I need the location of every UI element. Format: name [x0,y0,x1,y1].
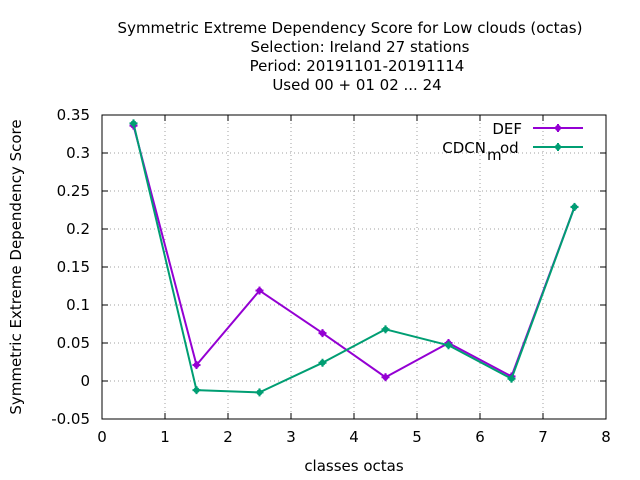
x-tick-label: 3 [286,428,296,446]
y-tick-label: -0.05 [51,410,90,428]
data-point-cdcn [192,386,201,395]
data-point-cdcn [381,325,390,334]
y-tick-label: 0.2 [66,220,90,238]
data-point-def [192,361,201,370]
data-point-def [255,286,264,295]
axis-ticks: 0 1 2 3 4 5 6 7 8 -0.05 0 0.05 0.1 0.15 0.2 0.25 0.3 0.35 [51,106,611,446]
grid [102,115,606,419]
data-point-cdcn [507,374,516,383]
plot-frame [101,114,607,420]
legend: DEF CDCN m od [442,120,583,164]
legend-marker-def [554,124,562,132]
x-tick-label: 7 [538,428,548,446]
chart-title: Symmetric Extreme Dependency Score for L… [118,19,583,94]
series-lines [129,119,579,397]
y-tick-label: 0.05 [57,334,90,352]
x-tick-label: 0 [97,428,107,446]
data-point-cdcn [255,388,264,397]
data-point-cdcn [570,202,579,211]
y-tick-label: 0 [80,372,90,390]
x-tick-label: 5 [412,428,422,446]
series-line-def [132,125,576,379]
y-tick-label: 0.1 [66,296,90,314]
y-tick-label: 0.25 [57,182,90,200]
legend-label-cdcn: CDCN [442,139,486,157]
x-tick-label: 6 [475,428,485,446]
y-tick-label: 0.15 [57,258,90,276]
legend-label-def: DEF [492,120,522,138]
legend-marker-cdcn [554,143,562,151]
title-line-4: Used 00 + 01 02 ... 24 [272,76,441,94]
title-line-1: Symmetric Extreme Dependency Score for L… [118,19,583,37]
series-line-cdcn [132,123,576,394]
y-tick-label: 0.3 [66,144,90,162]
data-point-cdcn [444,341,453,350]
x-axis-label: classes octas [304,457,404,475]
y-axis-label: Symmetric Extreme Dependency Score [7,119,25,414]
x-tick-label: 2 [223,428,233,446]
legend-label-cdcn-suffix: od [500,139,519,157]
legend-label-cdcn-subscript: m [487,146,502,164]
y-tick-label: 0.35 [57,106,90,124]
data-point-cdcn [129,119,138,128]
x-tick-label: 8 [601,428,611,446]
x-tick-label: 4 [349,428,359,446]
legend-point [554,124,562,132]
x-tick-label: 1 [160,428,170,446]
data-point-def [381,373,390,382]
title-line-3: Period: 20191101-20191114 [250,57,465,75]
legend-point [554,143,562,151]
data-point-def [318,329,327,338]
data-point-cdcn [318,358,327,367]
title-line-2: Selection: Ireland 27 stations [251,38,470,56]
